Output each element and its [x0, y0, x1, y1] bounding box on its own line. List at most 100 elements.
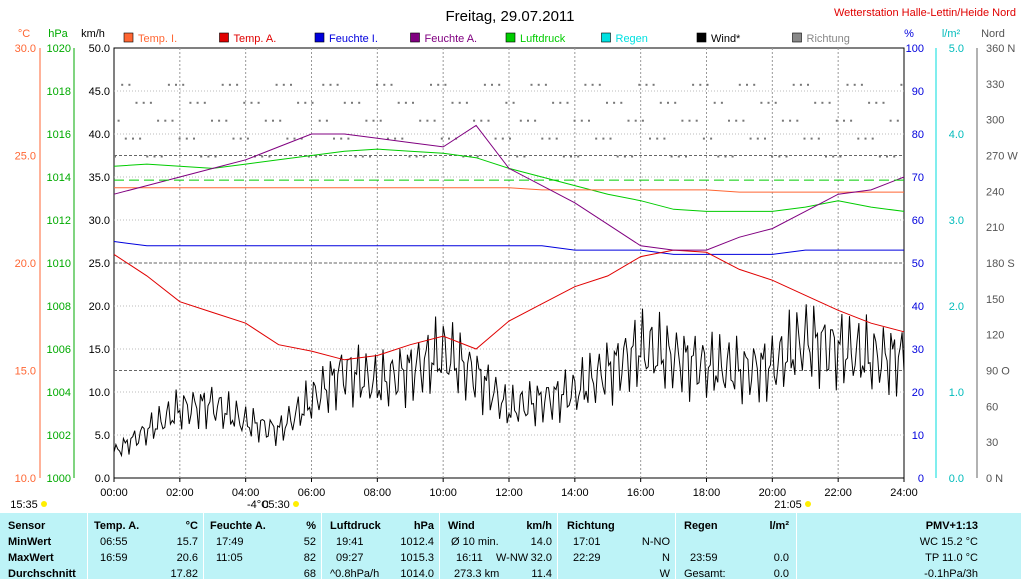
direction-dot: [559, 101, 562, 104]
legend-label: Regen: [616, 33, 648, 45]
direction-dot: [351, 101, 353, 104]
direction-dot: [401, 137, 404, 140]
rain-max-time: 23:59: [690, 552, 718, 564]
direction-dot: [325, 119, 328, 122]
pressure-tick-label: 1012: [47, 215, 71, 227]
direction-dot: [609, 137, 612, 140]
direction-dot: [595, 137, 598, 140]
humidity-tick-label: 20: [912, 387, 924, 399]
direction-tick-label: 300: [986, 115, 1004, 127]
direction-dot: [483, 83, 486, 86]
humidity-tick-label: 100: [906, 43, 924, 55]
pressure-tick-label: 1020: [47, 43, 71, 55]
direction-dot: [853, 83, 856, 86]
rain-unit-label: l/m²: [942, 28, 961, 40]
wind-max-dir: W-NW: [496, 552, 529, 564]
direction-dot: [121, 83, 124, 86]
direction-dot: [379, 119, 382, 122]
direction-dot: [756, 137, 759, 140]
direction-dot: [261, 155, 264, 158]
direction-dot: [519, 119, 522, 122]
direction-dot: [814, 101, 817, 104]
direction-dot: [868, 101, 871, 104]
pmv-dewpoint: TP 11.0 °C: [925, 552, 978, 564]
wind-title: Wind: [448, 520, 475, 532]
direction-dot: [498, 83, 501, 86]
direction-dot: [685, 155, 687, 158]
direction-dot: [225, 119, 228, 122]
pressure-tick-label: 1002: [47, 430, 71, 442]
direction-dot: [591, 83, 594, 86]
direction-dot: [372, 119, 375, 122]
direction-dot: [860, 83, 863, 86]
direction-dot: [257, 101, 260, 104]
direction-dot: [243, 101, 246, 104]
direction-dot: [871, 137, 874, 140]
direction-dot: [433, 119, 436, 122]
direction-dot: [390, 83, 393, 86]
sunrise-time: 05:30: [262, 499, 290, 511]
rain-unit: l/m²: [769, 520, 789, 532]
direction-dot: [329, 83, 332, 86]
direction-dot: [440, 137, 443, 140]
direction-dot: [185, 137, 188, 140]
x-tick-label: 00:00: [100, 487, 128, 499]
direction-dot: [422, 155, 425, 158]
wind-unit: km/h: [526, 520, 552, 532]
dir-max-time: 22:29: [573, 552, 601, 564]
direction-dot: [641, 119, 644, 122]
x-tick-label: 22:00: [824, 487, 852, 499]
sunrise-icon: [293, 501, 299, 507]
direction-dot: [541, 137, 544, 140]
direction-dot: [175, 83, 177, 86]
direction-tick-label: 90 O: [986, 366, 1010, 378]
hum-min-time: 17:49: [216, 536, 244, 548]
dir-max: N: [662, 552, 670, 564]
direction-dot: [114, 155, 116, 158]
chart-title: Freitag, 29.07.2011: [446, 8, 575, 25]
direction-dot: [710, 137, 713, 140]
series-line: [113, 241, 904, 255]
direction-dot: [846, 83, 849, 86]
sunset-time: 21:05: [774, 499, 802, 511]
humidity-column: Feuchte A. % 17:49 52 11:05 82 68: [203, 513, 322, 580]
rain-max: 0.0: [773, 552, 789, 564]
direction-dots: [114, 83, 903, 158]
direction-dot: [896, 119, 899, 122]
direction-dot: [695, 119, 698, 122]
direction-dot: [426, 119, 429, 122]
direction-dot: [638, 83, 641, 86]
direction-dot: [706, 83, 709, 86]
legend-label: Feuchte A.: [425, 33, 478, 45]
direction-dot: [297, 101, 300, 104]
legend-swatch: [792, 32, 802, 43]
direction-dot: [562, 155, 565, 158]
direction-dot: [239, 137, 242, 140]
direction-dot: [397, 101, 400, 104]
direction-dot: [236, 83, 239, 86]
wind-tick-label: 45.0: [89, 86, 110, 98]
direction-dot: [160, 155, 163, 158]
wind-tick-label: 0.0: [95, 473, 110, 485]
direction-tick-label: 270 W: [986, 151, 1018, 163]
pmv-trend: -0.1hPa/3h: [924, 568, 978, 580]
direction-dot: [347, 137, 350, 140]
direction-dot: [304, 101, 307, 104]
direction-dot: [828, 101, 831, 104]
direction-dot: [688, 119, 691, 122]
direction-dot: [376, 83, 379, 86]
direction-dot: [799, 83, 802, 86]
direction-dot: [383, 83, 386, 86]
x-tick-label: 16:00: [627, 487, 655, 499]
direction-dot: [164, 119, 167, 122]
direction-dot: [616, 155, 619, 158]
direction-dot: [501, 137, 504, 140]
wind-tick-label: 50.0: [89, 43, 110, 55]
direction-dot: [573, 119, 576, 122]
press-title: Luftdruck: [330, 520, 381, 532]
direction-dot: [178, 137, 181, 140]
direction-dot: [196, 101, 199, 104]
wind-min-label: Ø 10 min.: [451, 536, 499, 548]
wind-tick-label: 40.0: [89, 129, 110, 141]
legend-label: Temp. I.: [138, 33, 177, 45]
